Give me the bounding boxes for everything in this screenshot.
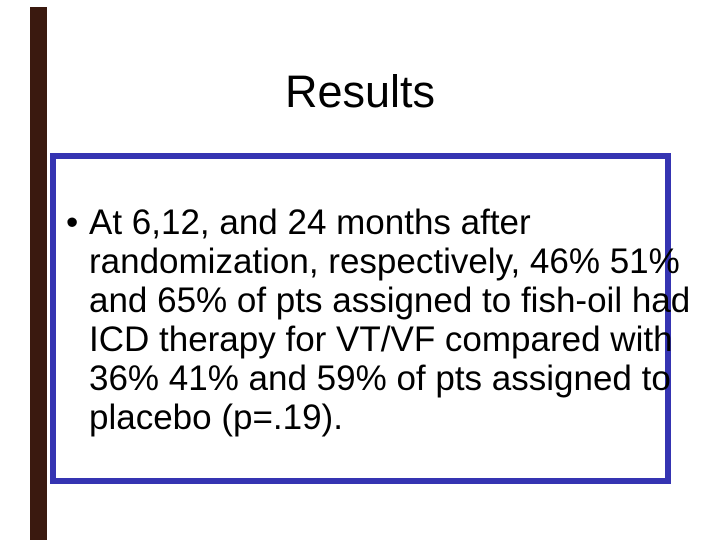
left-ribbon: [30, 7, 47, 540]
content-box: • At 6,12, and 24 months after randomiza…: [50, 153, 690, 484]
bullet-line: randomization, respectively, 46% 51%: [89, 242, 680, 281]
bullet-line: ICD therapy for VT/VF compared with: [89, 320, 673, 359]
bullet-line: 36% 41% and 59% of pts assigned to: [89, 359, 671, 398]
bullet-marker: •: [66, 203, 79, 242]
slide-title: Results: [284, 66, 436, 117]
bullet-line: and 65% of pts assigned to fish-oil had: [89, 281, 691, 320]
bullet-line: At 6,12, and 24 months after: [89, 203, 531, 242]
bullet-item: • At 6,12, and 24 months after randomiza…: [66, 203, 690, 437]
bullet-text: At 6,12, and 24 months after randomizati…: [89, 203, 690, 437]
bullet-line: placebo (p=.19).: [89, 398, 343, 437]
